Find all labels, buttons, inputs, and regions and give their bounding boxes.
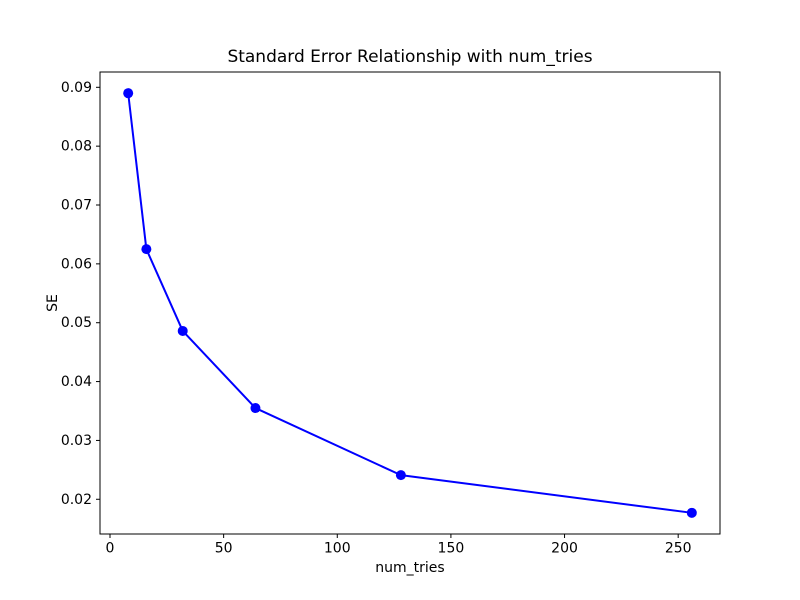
plot-area-border — [99, 71, 721, 535]
series-group — [123, 88, 697, 518]
x-axis-label: num_tries — [375, 560, 444, 576]
x-tick-label: 100 — [324, 541, 351, 557]
x-tick-label: 0 — [106, 541, 115, 557]
data-point-marker — [395, 470, 406, 481]
y-tick-label: 0.02 — [61, 492, 92, 508]
y-tick-label: 0.05 — [61, 315, 92, 331]
y-axis: 0.02 0.03 0.04 0.05 0.06 0.07 0.08 0.09 — [61, 80, 100, 508]
y-tick-label: 0.09 — [61, 80, 92, 96]
x-tick-label: 200 — [551, 541, 578, 557]
y-tick-label: 0.08 — [61, 139, 92, 155]
data-point-marker — [686, 507, 697, 518]
x-tick-label: 250 — [665, 541, 692, 557]
data-point-marker — [250, 403, 261, 414]
data-point-marker — [177, 325, 188, 336]
y-tick-label: 0.03 — [61, 433, 92, 449]
chart-title: Standard Error Relationship with num_tri… — [227, 47, 592, 67]
x-tick-label: 50 — [215, 541, 233, 557]
y-tick-label: 0.04 — [61, 374, 92, 390]
data-point-marker — [141, 244, 152, 255]
y-tick-label: 0.07 — [61, 198, 92, 214]
data-point-marker — [123, 88, 134, 99]
y-tick-label: 0.06 — [61, 256, 92, 272]
x-tick-label: 150 — [438, 541, 465, 557]
x-axis: 0 50 100 150 200 250 — [106, 534, 692, 557]
se-line-series — [127, 92, 693, 514]
y-axis-label: SE — [45, 294, 61, 312]
